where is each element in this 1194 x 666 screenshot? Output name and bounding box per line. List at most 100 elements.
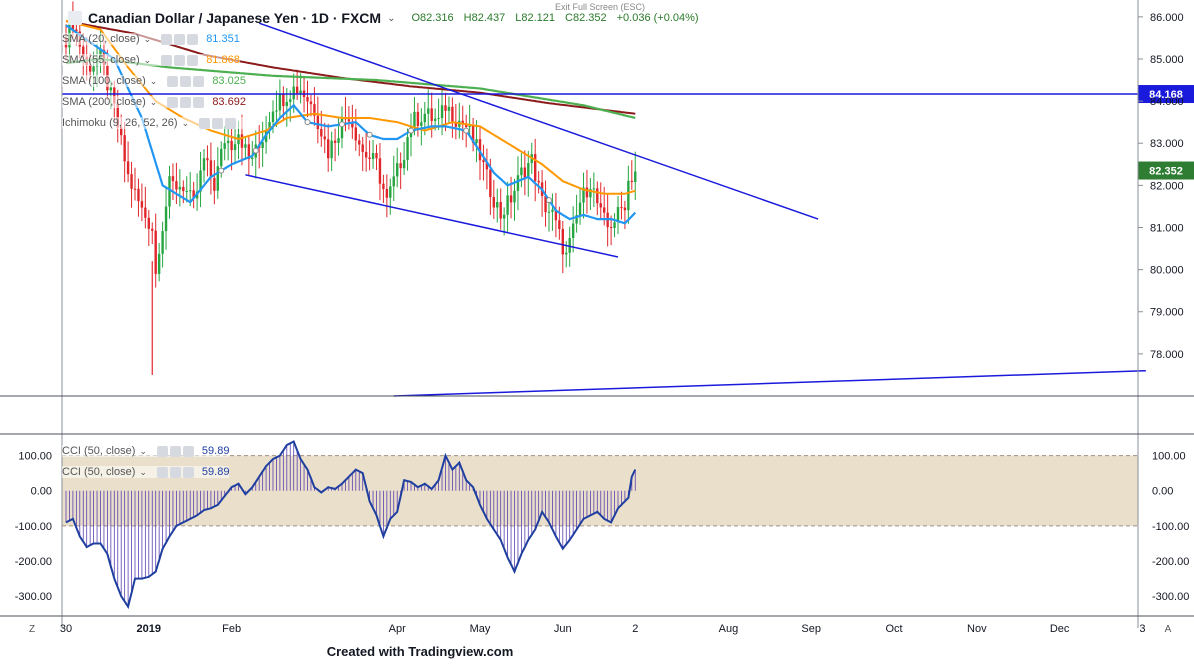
close-icon[interactable]	[193, 96, 205, 108]
candle-body	[182, 186, 185, 192]
indicator-row[interactable]: SMA (200, close) ⌄ 83.692	[62, 96, 246, 108]
exit-fullscreen-hint[interactable]: Exit Full Screen (ESC)	[555, 2, 646, 12]
cci-indicator-row[interactable]: CCI (50, close) ⌄ 59.89	[62, 466, 230, 478]
trendlines: 84.168 82.352	[62, 22, 1194, 397]
candle-body	[220, 148, 223, 167]
close-icon[interactable]	[187, 33, 199, 45]
chevron-down-icon[interactable]: ⌄	[387, 12, 396, 24]
candle-body	[444, 105, 447, 111]
eye-icon[interactable]	[68, 11, 82, 25]
chevron-down-icon[interactable]: ⌄	[181, 117, 190, 128]
eye-icon[interactable]	[167, 96, 179, 108]
candle-body	[199, 170, 202, 192]
price-tick-label: 79.000	[1150, 307, 1184, 319]
candle-body	[509, 195, 513, 203]
indicator-row[interactable]: SMA (100, close) ⌄ 83.025	[62, 75, 246, 87]
close-icon[interactable]	[225, 117, 237, 129]
candle-body	[537, 180, 540, 183]
candle-body	[337, 138, 340, 143]
eye-icon[interactable]	[199, 117, 211, 129]
eye-icon[interactable]	[161, 33, 173, 45]
candle-body	[413, 111, 416, 127]
indicator-row[interactable]: SMA (55, close) ⌄ 81.868	[62, 54, 240, 66]
indicator-label[interactable]: Ichimoku (9, 26, 52, 26)	[62, 117, 178, 129]
candle-body	[609, 227, 613, 229]
gear-icon[interactable]	[169, 445, 181, 457]
gear-icon[interactable]	[169, 466, 181, 478]
cci-tick-label-left: -200.00	[15, 556, 52, 568]
chevron-down-icon[interactable]: ⌄	[149, 75, 158, 86]
auto-scale-icon[interactable]: A	[1165, 624, 1172, 635]
indicator-label[interactable]: SMA (200, close)	[62, 96, 146, 108]
indicator-controls	[167, 75, 205, 87]
chevron-down-icon[interactable]: ⌄	[143, 33, 152, 44]
price-tick-label: 85.000	[1150, 54, 1184, 66]
gear-icon[interactable]	[180, 75, 192, 87]
candle-body	[392, 176, 395, 187]
ichimoku-marker	[366, 131, 373, 138]
eye-icon[interactable]	[161, 54, 173, 66]
ohlc-change: +0.036 (+0.04%)	[616, 12, 699, 24]
candle-body	[340, 117, 344, 139]
close-icon[interactable]	[182, 466, 194, 478]
indicator-value: 81.868	[206, 54, 240, 66]
candle-body	[333, 140, 337, 143]
indicator-label[interactable]: SMA (20, close)	[62, 33, 140, 45]
candle-body	[603, 207, 606, 213]
gear-icon[interactable]	[180, 96, 192, 108]
indicator-row[interactable]: SMA (20, close) ⌄ 81.351	[62, 33, 240, 45]
indicator-label[interactable]: SMA (55, close)	[62, 54, 140, 66]
candle-body	[461, 120, 464, 125]
price-tick-label: 80.000	[1150, 265, 1184, 277]
candle-body	[88, 65, 92, 72]
cci-tick-label-right: -300.00	[1152, 591, 1189, 603]
indicator-controls	[167, 96, 205, 108]
candle-body	[354, 127, 357, 141]
cci-line	[65, 440, 637, 610]
candle-body	[285, 101, 288, 107]
candle-body	[147, 217, 150, 229]
candle-body	[358, 140, 361, 145]
eye-icon[interactable]	[156, 445, 168, 457]
candle-body	[416, 111, 420, 126]
time-tick-label: 2019	[137, 623, 161, 635]
time-tick-label: Oct	[885, 623, 902, 635]
candle-body	[544, 196, 547, 213]
chevron-down-icon[interactable]: ⌄	[149, 96, 158, 107]
candle-body	[116, 103, 119, 128]
indicator-label[interactable]: CCI (50, close)	[62, 445, 136, 457]
close-icon[interactable]	[193, 75, 205, 87]
price-tick-label: 81.000	[1150, 222, 1184, 234]
symbol-title[interactable]: Canadian Dollar / Japanese Yen · 1D · FX…	[88, 10, 382, 26]
chevron-down-icon[interactable]: ⌄	[139, 466, 147, 477]
eye-icon[interactable]	[167, 75, 179, 87]
candle-body	[554, 209, 558, 221]
candle-body	[226, 140, 230, 144]
indicator-label[interactable]: CCI (50, close)	[62, 466, 136, 478]
candle-body	[468, 125, 471, 127]
chevron-down-icon[interactable]: ⌄	[143, 54, 152, 65]
close-icon[interactable]	[182, 445, 194, 457]
indicator-controls	[156, 445, 194, 457]
candle-body	[271, 111, 275, 123]
candle-body	[596, 188, 599, 204]
candle-body	[126, 161, 130, 175]
eye-icon[interactable]	[156, 466, 168, 478]
indicator-row[interactable]: Ichimoku (9, 26, 52, 26) ⌄	[62, 117, 245, 129]
cci-indicator-row[interactable]: CCI (50, close) ⌄ 59.89	[62, 445, 230, 457]
gear-icon[interactable]	[212, 117, 224, 129]
candle-body	[185, 190, 188, 192]
candle-body	[109, 87, 113, 91]
gear-icon[interactable]	[174, 54, 186, 66]
indicator-controls	[156, 466, 194, 478]
zoom-icon[interactable]: Z	[29, 624, 35, 635]
indicator-label[interactable]: SMA (100, close)	[62, 75, 146, 87]
symbol-header: Canadian Dollar / Japanese Yen · 1D · FX…	[68, 10, 699, 26]
candle-body	[82, 46, 85, 57]
close-icon[interactable]	[187, 54, 199, 66]
gear-icon[interactable]	[174, 33, 186, 45]
candle-body	[389, 186, 392, 198]
sma-100-line	[65, 57, 636, 120]
chevron-down-icon[interactable]: ⌄	[139, 445, 147, 456]
candle-body	[275, 110, 278, 112]
